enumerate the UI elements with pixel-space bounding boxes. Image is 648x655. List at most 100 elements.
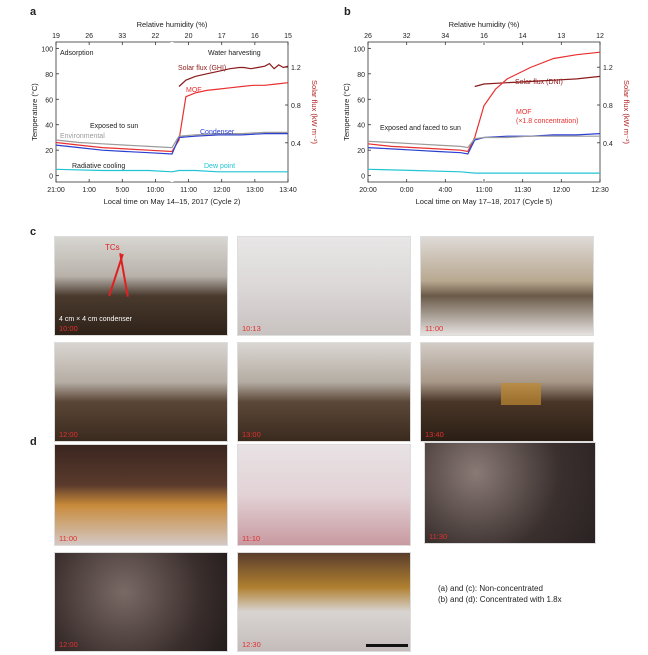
label-solar-flux: Solar flux (GHI): [178, 65, 226, 72]
x-tick-label: 12:30: [591, 187, 609, 194]
top-tick-label: 14: [519, 33, 527, 40]
photo-d-1130: 11:30: [424, 442, 596, 544]
top-tick-label: 12: [596, 33, 604, 40]
top-tick-label: 34: [441, 33, 449, 40]
y-tick-label: 100: [353, 46, 365, 53]
label-mof: MOF: [516, 109, 532, 116]
y-tick-label: 80: [45, 72, 53, 79]
y2-tick-label: 0.4: [603, 141, 613, 148]
top-tick-label: 13: [557, 33, 565, 40]
top-tick-label: 26: [85, 33, 93, 40]
photo-c-1000: TCs 4 cm × 4 cm condenser 10:00: [54, 236, 228, 336]
tcs-label: TCs: [105, 243, 120, 252]
y-axis-label: Temperature (°C): [30, 83, 39, 141]
y-tick-label: 20: [357, 148, 365, 155]
x-tick-label: 12:00: [213, 187, 231, 194]
x-tick-label: 4:00: [439, 187, 453, 194]
top-tick-label: 16: [480, 33, 488, 40]
photo-c-1013: 10:13: [237, 236, 411, 336]
label-condenser: Condenser: [200, 129, 235, 136]
photo-time: 12:00: [59, 640, 78, 649]
label-solar-flux: Solar flux (DNI): [515, 79, 563, 86]
x-axis-label: Local time on May 14–15, 2017 (Cycle 2): [104, 197, 241, 206]
photo-time: 13:40: [425, 430, 444, 439]
y2-axis-label: Solar flux (kW m⁻²): [622, 80, 631, 144]
chart-a: 0 20 40 60 80 100 0.4 0.8 1.2 21:00 1:00 5:00 10:00 1…: [30, 20, 319, 206]
y-tick-label: 20: [45, 148, 53, 155]
y-tick-label: 0: [361, 174, 365, 181]
photo-c-1340: 13:40: [420, 342, 594, 442]
y-tick-label: 40: [45, 123, 53, 130]
top-tick-label: 20: [185, 33, 193, 40]
photo-time: 11:00: [425, 324, 444, 333]
photo-time: 11:10: [242, 534, 261, 543]
annotation-exposed: Exposed to sun: [90, 123, 138, 130]
x-tick-label: 11:00: [180, 187, 197, 194]
series-line-mof: [55, 82, 289, 153]
note-non-concentrated: (a) and (c): Non-concentrated: [438, 584, 543, 593]
top-axis-label: Relative humidity (%): [137, 20, 208, 29]
condenser-spot: [501, 383, 541, 405]
label-mof-note: (×1.8 concentration): [516, 118, 578, 125]
x-tick-label: 5:00: [115, 187, 129, 194]
x-axis-label: Local time on May 17–18, 2017 (Cycle 5): [416, 197, 553, 206]
series-line-condenser: [55, 133, 288, 155]
photo-time: 11:00: [59, 534, 78, 543]
y-tick-label: 60: [357, 97, 365, 104]
series-line-solar-flux-dni-: [474, 75, 601, 88]
top-tick-label: 17: [218, 33, 226, 40]
annotation-exposed: Exposed and faced to sun: [380, 125, 461, 132]
panel-c-letter: c: [30, 226, 37, 238]
x-tick-label: 11:30: [514, 187, 531, 194]
y-tick-label: 0: [49, 174, 53, 181]
x-tick-label: 20:00: [359, 187, 377, 194]
series-line-environmental: [367, 135, 600, 149]
annotation-adsorption: Adsorption: [60, 50, 94, 57]
y-tick-label: 100: [41, 46, 53, 53]
photo-time: 11:30: [429, 532, 448, 541]
series-line-dew-point: [367, 168, 600, 174]
annotation-environmental: Environmental: [60, 133, 105, 140]
label-dew-point: Dew point: [204, 163, 235, 170]
label-mof: MOF: [186, 87, 202, 94]
x-tick-label: 13:00: [246, 187, 264, 194]
x-tick-label: 10:00: [147, 187, 165, 194]
note-concentrated: (b) and (d): Concentrated with 1.8x: [438, 595, 562, 604]
panel-b-letter: b: [344, 6, 351, 18]
series-line-condenser: [367, 133, 601, 155]
series-line-dew-point: [55, 168, 288, 173]
annotation-radiative-cooling: Radiative cooling: [72, 163, 125, 170]
y2-tick-label: 0.8: [291, 103, 301, 110]
photo-time: 12:30: [242, 640, 261, 649]
top-tick-label: 19: [52, 33, 60, 40]
scale-bar-d: [366, 644, 408, 647]
series-line-solar-flux-ghi-: [178, 62, 289, 87]
y2-axis-label: Solar flux (kW m⁻²): [310, 80, 319, 144]
top-tick-label: 26: [364, 33, 372, 40]
y2-tick-label: 0.8: [603, 103, 613, 110]
photo-c-1200: 12:00: [54, 342, 228, 442]
top-tick-label: 32: [403, 33, 411, 40]
condenser-label: 4 cm × 4 cm condenser: [59, 316, 132, 323]
x-tick-label: 12:00: [553, 187, 571, 194]
annotation-water-harvesting: Water harvesting: [208, 50, 261, 57]
photo-time: 10:00: [59, 324, 78, 333]
photo-c-1100: 11:00: [420, 236, 594, 336]
photo-c-1300: 13:00: [237, 342, 411, 442]
top-tick-label: 16: [251, 33, 259, 40]
photo-d-1100: 11:00: [54, 444, 228, 546]
y2-tick-label: 1.2: [291, 65, 301, 72]
photo-d-1230: 12:30: [237, 552, 411, 652]
photo-d-1110: 11:10: [237, 444, 411, 546]
y-tick-label: 80: [357, 72, 365, 79]
top-axis-label: Relative humidity (%): [449, 20, 520, 29]
photo-d-1200: 12:00: [54, 552, 228, 652]
photo-time: 10:13: [242, 324, 261, 333]
x-tick-label: 0:00: [400, 187, 414, 194]
tc-wire: [119, 253, 129, 297]
top-tick-label: 33: [118, 33, 126, 40]
chart-b: 0 20 40 60 80 100 0.4 0.8 1.2 20:00 0:00 4:00 11:00 1…: [342, 20, 631, 206]
y2-tick-label: 0.4: [291, 141, 301, 148]
x-tick-label: 21:00: [47, 187, 65, 194]
x-tick-label: 13:40: [279, 187, 297, 194]
